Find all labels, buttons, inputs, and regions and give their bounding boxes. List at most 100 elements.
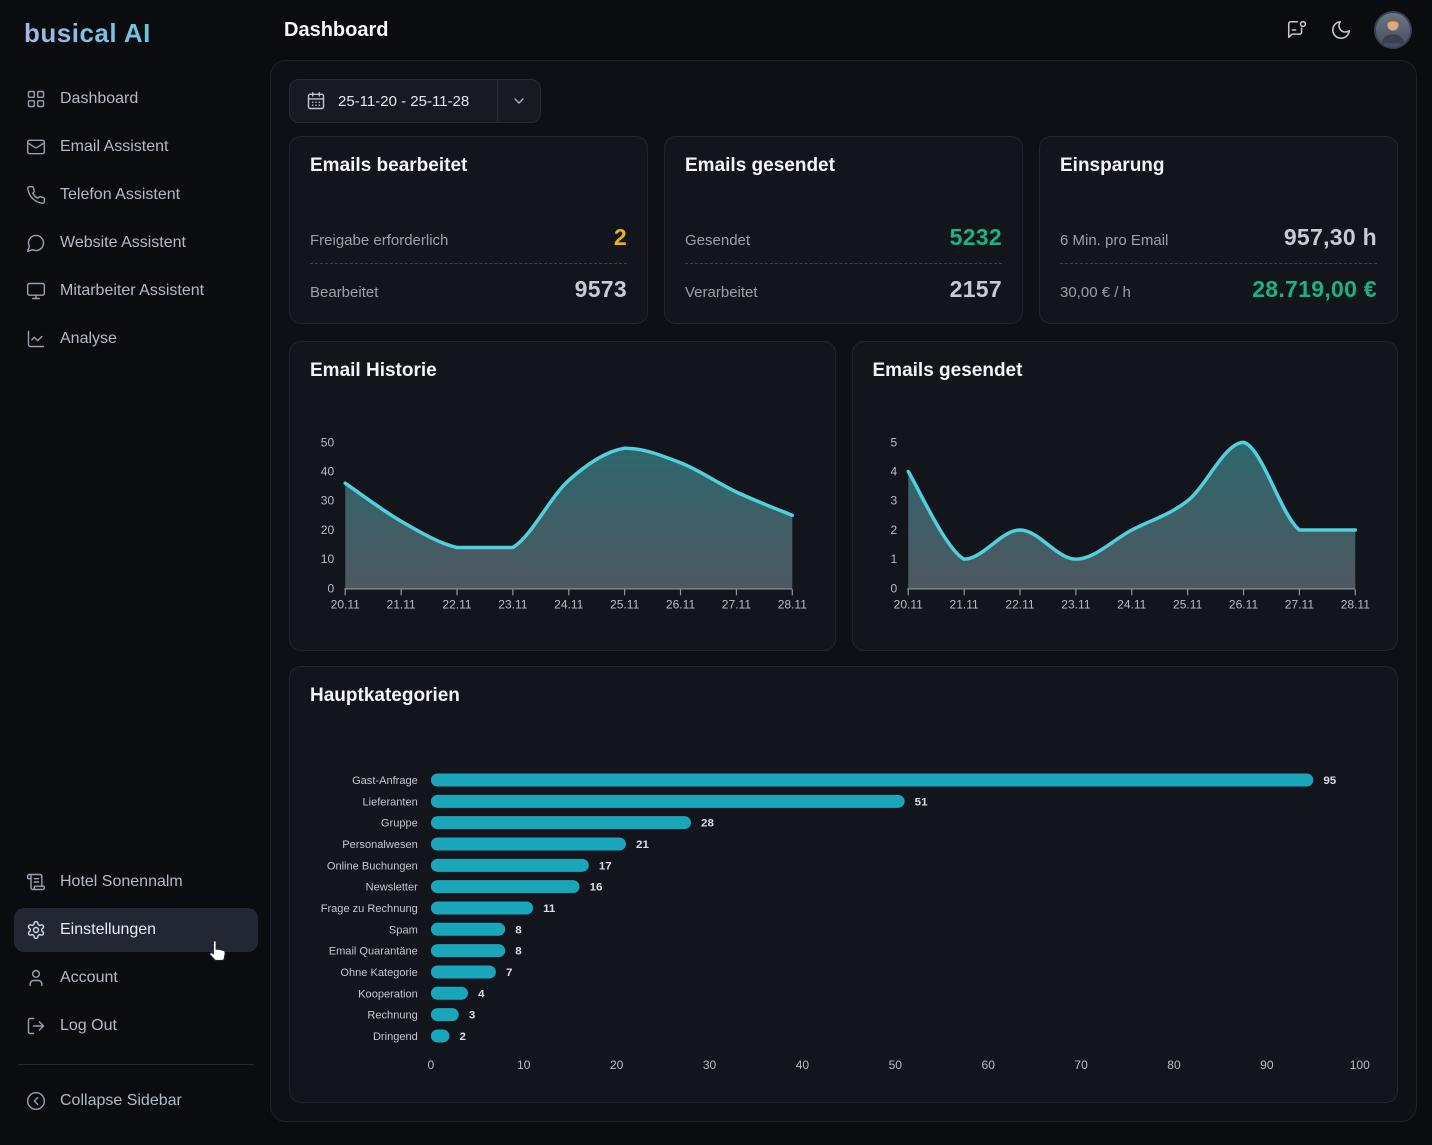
svg-text:80: 80 <box>1167 1058 1181 1072</box>
svg-text:Email Quarantäne: Email Quarantäne <box>329 946 418 958</box>
svg-text:70: 70 <box>1074 1058 1088 1072</box>
sidebar-item-label: Dashboard <box>60 90 138 108</box>
svg-text:28: 28 <box>701 818 714 830</box>
chart-card-email-historie: Email Historie 0102030405020.1121.1122.1… <box>289 341 836 651</box>
stat-row: Verarbeitet 2157 <box>685 276 1002 303</box>
svg-text:5: 5 <box>890 435 897 449</box>
svg-text:22.11: 22.11 <box>1005 597 1035 611</box>
sidebar-item-label: Hotel Sonennalm <box>60 873 183 891</box>
svg-text:Spam: Spam <box>389 924 418 936</box>
svg-text:11: 11 <box>543 903 556 915</box>
page-title: Dashboard <box>284 19 388 42</box>
phone-icon <box>26 185 46 205</box>
chat-bubble-icon <box>26 233 46 253</box>
svg-text:0: 0 <box>327 581 334 595</box>
card-title: Emails gesendet <box>685 155 1002 177</box>
sidebar-item-email-assistent[interactable]: Email Assistent <box>14 125 258 169</box>
sidebar-item-analyse[interactable]: Analyse <box>14 317 258 361</box>
dashed-divider <box>310 263 627 264</box>
svg-text:0: 0 <box>428 1058 435 1072</box>
svg-text:3: 3 <box>890 494 897 508</box>
stat-label: Gesendet <box>685 232 750 249</box>
svg-text:28.11: 28.11 <box>778 597 808 611</box>
card-title: Einsparung <box>1060 155 1377 177</box>
sidebar-item-dashboard[interactable]: Dashboard <box>14 77 258 121</box>
stat-row: 30,00 € / h 28.719,00 € <box>1060 276 1377 303</box>
svg-text:25.11: 25.11 <box>610 597 640 611</box>
topbar: Dashboard <box>270 0 1432 60</box>
svg-text:23.11: 23.11 <box>1061 597 1091 611</box>
stat-label: 30,00 € / h <box>1060 284 1131 301</box>
svg-text:2: 2 <box>460 1031 466 1043</box>
date-range-picker[interactable]: 25-11-20 - 25-11-28 <box>289 79 541 123</box>
sidebar-item-account[interactable]: Account <box>14 956 258 1000</box>
svg-text:1: 1 <box>890 552 897 566</box>
svg-text:30: 30 <box>703 1058 717 1072</box>
svg-text:20: 20 <box>610 1058 624 1072</box>
sidebar: busical AI Dashboard Email Assistent Tel… <box>0 0 270 1145</box>
svg-text:10: 10 <box>321 552 335 566</box>
topbar-actions <box>1280 11 1412 49</box>
dashed-divider <box>1060 263 1377 264</box>
sidebar-nav: Dashboard Email Assistent Telefon Assist… <box>14 77 258 365</box>
theme-toggle-button[interactable] <box>1324 13 1358 47</box>
svg-text:23.11: 23.11 <box>498 597 528 611</box>
chevron-left-circle-icon <box>26 1091 46 1111</box>
svg-text:40: 40 <box>321 465 335 479</box>
app-root: busical AI Dashboard Email Assistent Tel… <box>0 0 1432 1145</box>
svg-text:95: 95 <box>1323 775 1336 787</box>
sidebar-item-hotel-sonennalm[interactable]: Hotel Sonennalm <box>14 860 258 904</box>
svg-text:22.11: 22.11 <box>442 597 472 611</box>
svg-text:Gruppe: Gruppe <box>381 818 418 830</box>
svg-text:90: 90 <box>1260 1058 1274 1072</box>
gear-icon <box>26 920 46 940</box>
svg-text:50: 50 <box>321 435 335 449</box>
hauptkategorien-bar-chart: Gast-Anfrage95Lieferanten51Gruppe28Perso… <box>290 719 1397 1091</box>
monitor-icon <box>26 281 46 301</box>
sidebar-footer: Hotel Sonennalm Einstellungen Account Lo… <box>14 860 258 1127</box>
svg-text:100: 100 <box>1350 1058 1370 1072</box>
svg-text:20: 20 <box>321 523 335 537</box>
svg-text:8: 8 <box>515 924 522 936</box>
sidebar-item-telefon-assistent[interactable]: Telefon Assistent <box>14 173 258 217</box>
sidebar-item-einstellungen[interactable]: Einstellungen <box>14 908 258 952</box>
dashed-divider <box>685 263 1002 264</box>
svg-text:50: 50 <box>889 1058 903 1072</box>
svg-text:16: 16 <box>590 882 603 894</box>
collapse-sidebar-button[interactable]: Collapse Sidebar <box>14 1079 258 1123</box>
notifications-button[interactable] <box>1280 13 1314 47</box>
svg-text:24.11: 24.11 <box>554 597 584 611</box>
avatar-image <box>1376 13 1410 47</box>
app-logo: busical AI <box>14 16 258 49</box>
svg-text:40: 40 <box>796 1058 810 1072</box>
svg-text:27.11: 27.11 <box>1284 597 1314 611</box>
chart-card-emails-gesendet: Emails gesendet 01234520.1121.1122.1123.… <box>852 341 1399 651</box>
svg-text:21.11: 21.11 <box>387 597 417 611</box>
svg-text:30: 30 <box>321 494 335 508</box>
stat-row: Gesendet 5232 <box>685 224 1002 251</box>
mail-icon <box>26 137 46 157</box>
sidebar-item-logout[interactable]: Log Out <box>14 1004 258 1048</box>
sidebar-item-label: Mitarbeiter Assistent <box>60 282 204 300</box>
svg-text:2: 2 <box>890 523 897 537</box>
stat-value: 5232 <box>950 224 1002 251</box>
sidebar-item-label: Log Out <box>60 1017 117 1035</box>
sidebar-item-website-assistent[interactable]: Website Assistent <box>14 221 258 265</box>
moon-icon <box>1330 19 1352 41</box>
svg-text:7: 7 <box>506 967 512 979</box>
svg-text:Ohne Kategorie: Ohne Kategorie <box>340 967 417 979</box>
user-avatar[interactable] <box>1374 11 1412 49</box>
collapse-sidebar-label: Collapse Sidebar <box>60 1092 182 1110</box>
svg-text:28.11: 28.11 <box>1340 597 1370 611</box>
stat-cards-row: Emails bearbeitet Freigabe erforderlich … <box>289 136 1398 324</box>
sidebar-item-label: Einstellungen <box>60 921 156 939</box>
svg-text:10: 10 <box>517 1058 531 1072</box>
sidebar-item-mitarbeiter-assistent[interactable]: Mitarbeiter Assistent <box>14 269 258 313</box>
svg-text:21: 21 <box>636 839 649 851</box>
svg-text:26.11: 26.11 <box>666 597 696 611</box>
sidebar-item-label: Website Assistent <box>60 234 186 252</box>
svg-text:20.11: 20.11 <box>331 597 361 611</box>
chart-line-icon <box>26 329 46 349</box>
chart-card-hauptkategorien: Hauptkategorien Gast-Anfrage95Lieferante… <box>289 666 1398 1103</box>
stat-value: 2157 <box>950 276 1002 303</box>
